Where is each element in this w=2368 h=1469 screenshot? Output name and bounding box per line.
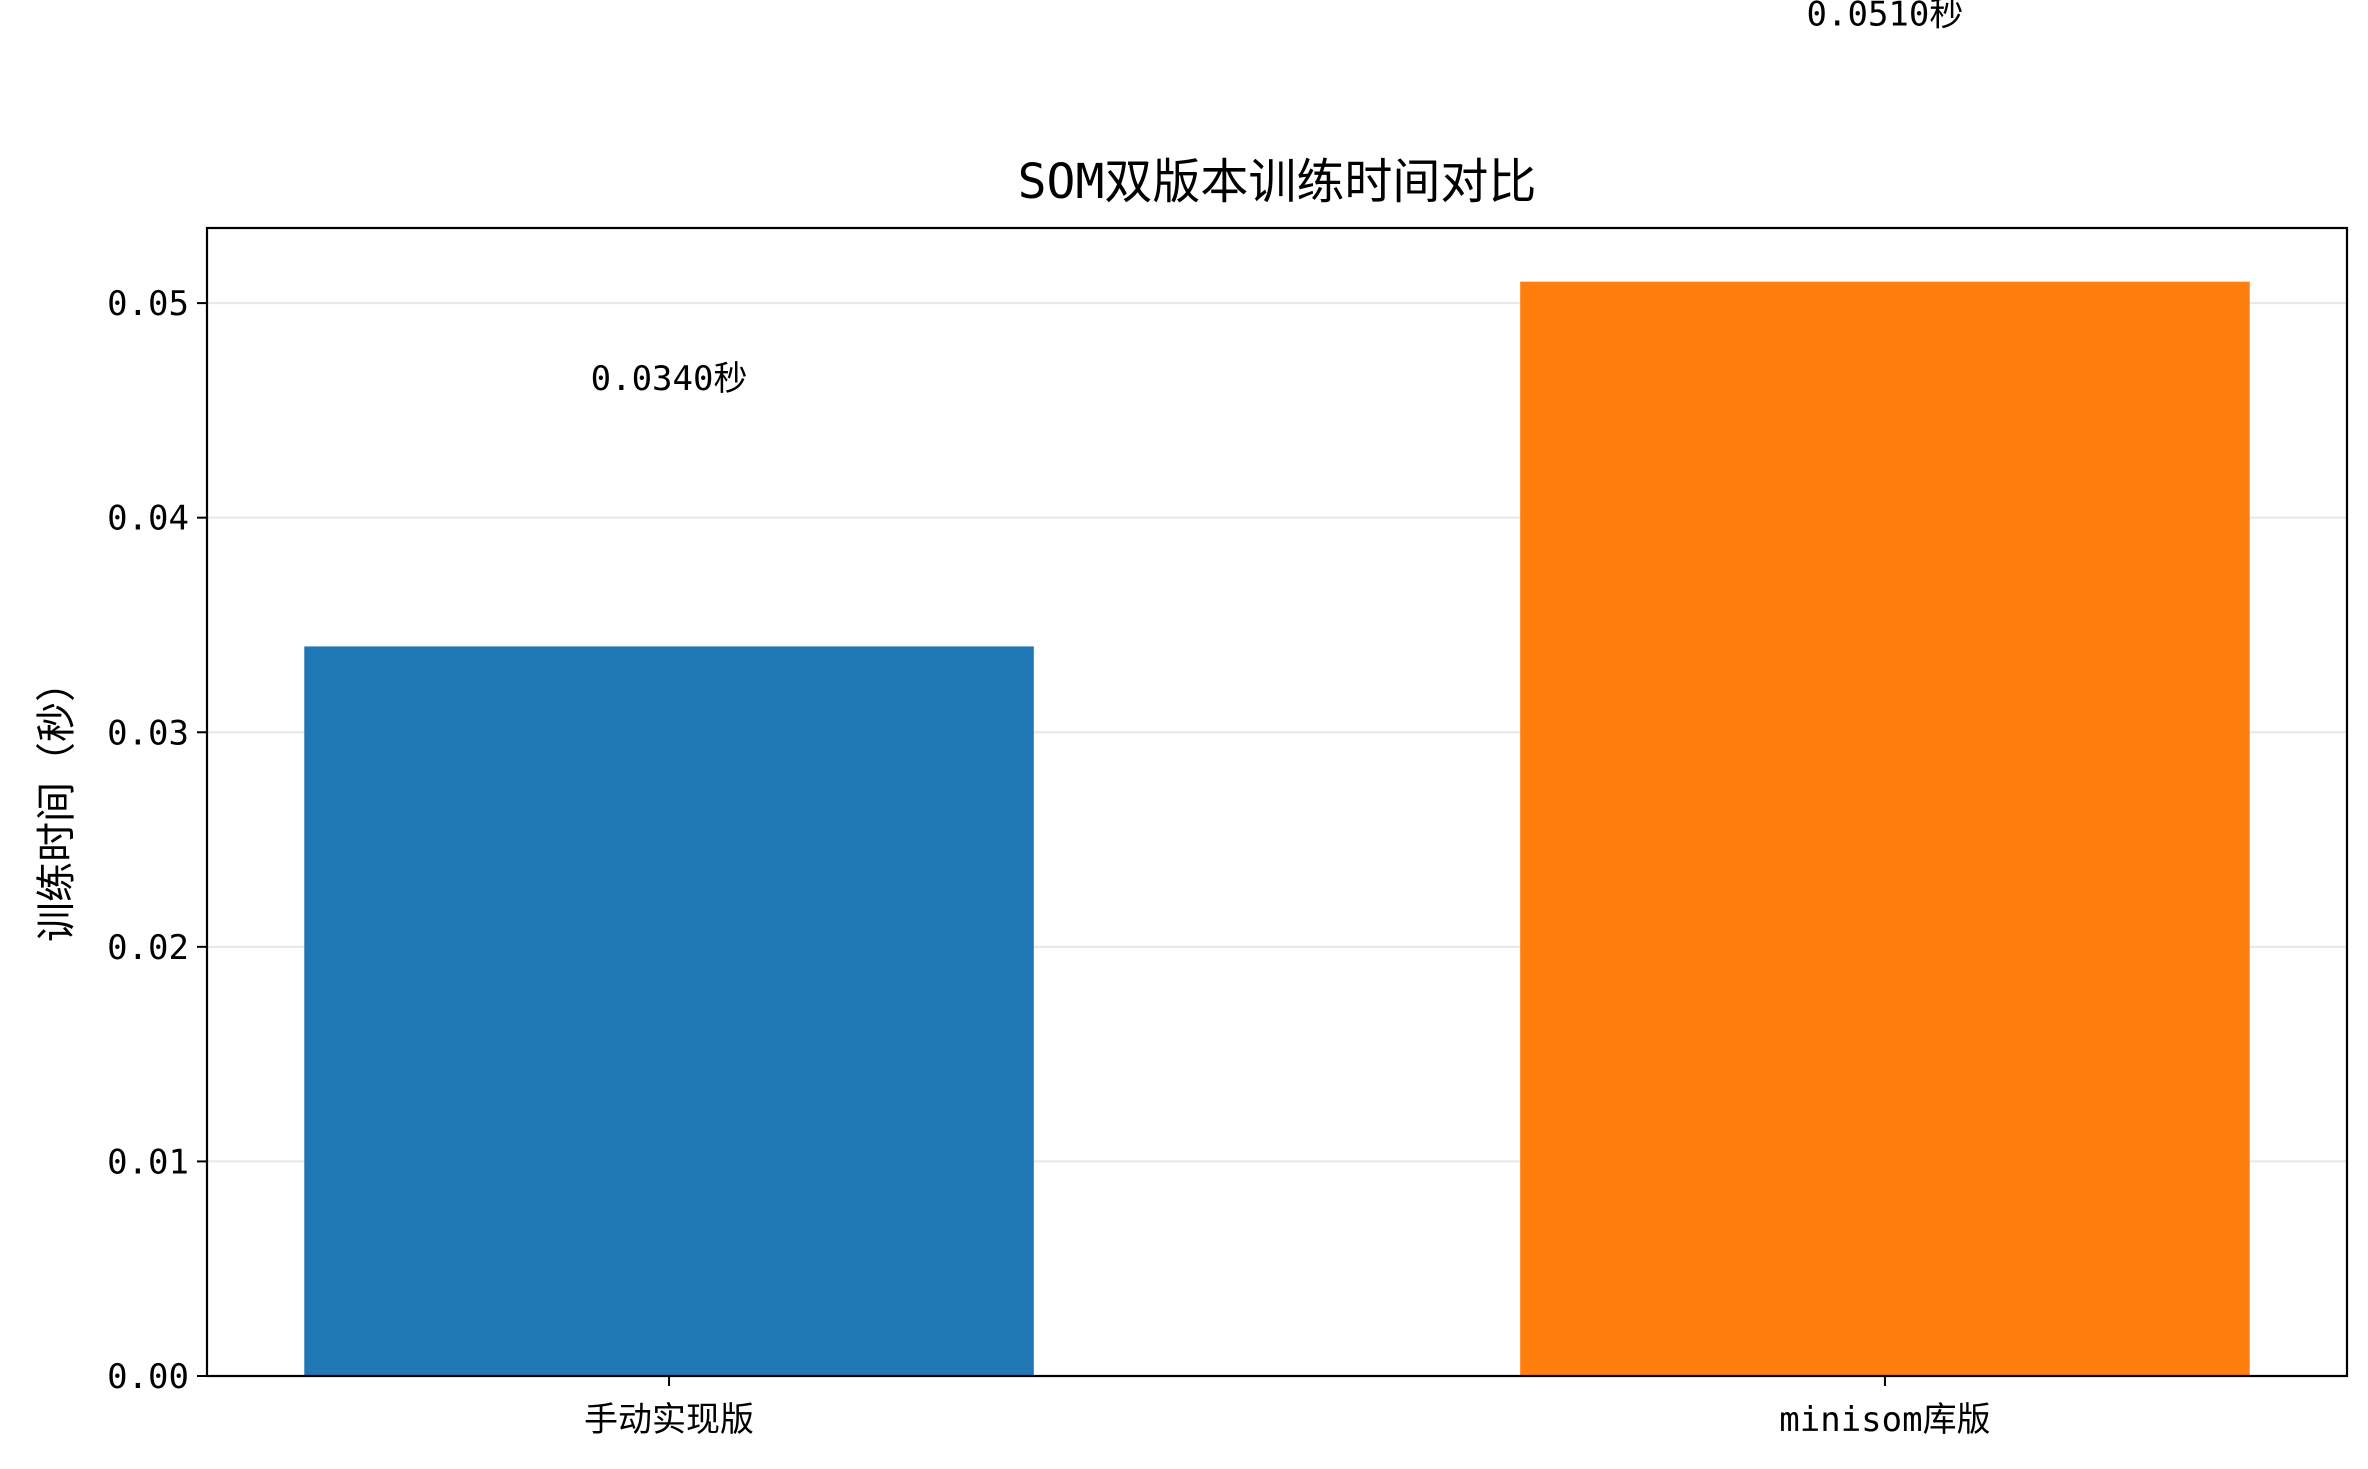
x-tick-label: 手动实现版 [584, 1400, 754, 1440]
data-label: 0.0510秒 [1807, 0, 1964, 34]
y-tick-label: 0.03 [107, 713, 189, 753]
ticks: 0.00 0.01 0.02 0.03 0.04 0.05 手动实现版 minisom库版 [107, 284, 1990, 1440]
bar-1 [304, 646, 1034, 1376]
y-axis-label: 训练时间（秒） [34, 662, 80, 942]
y-tick-label: 0.05 [107, 284, 189, 324]
y-tick-label: 0.04 [107, 499, 189, 539]
chart-title: SOM双版本训练时间对比 [1018, 154, 1537, 210]
data-labels: 0.0340秒 0.0510秒 [591, 0, 1964, 399]
x-tick-label: minisom库版 [1779, 1400, 1990, 1440]
bars [304, 281, 2250, 1376]
bar-2 [1520, 281, 2250, 1376]
plot-frame [205, 226, 2349, 1378]
y-tick-label: 0.02 [107, 928, 189, 968]
y-tick-label: 0.01 [107, 1142, 189, 1182]
y-tick-label: 0.00 [107, 1357, 189, 1397]
data-label: 0.0340秒 [591, 359, 748, 399]
